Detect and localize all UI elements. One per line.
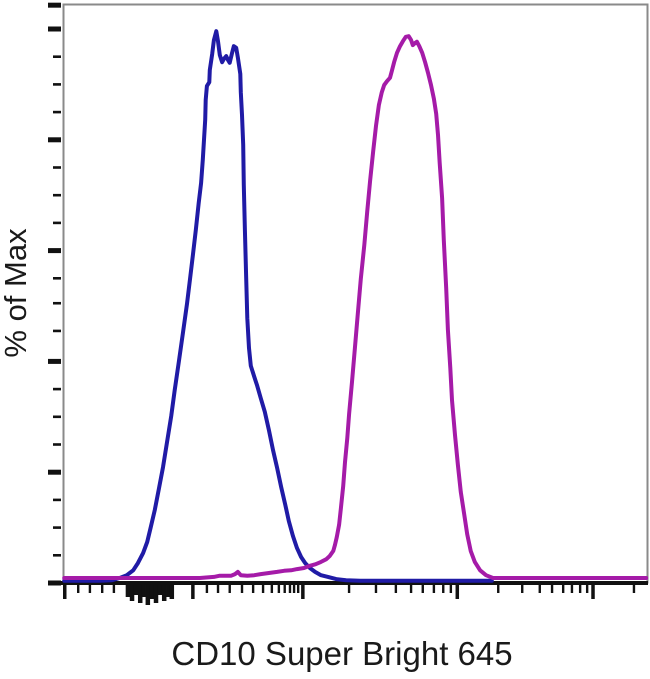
axis-ticks <box>48 2 636 605</box>
histogram-curves <box>62 29 649 583</box>
stained-sample-curve <box>62 34 649 580</box>
negative-control-curve <box>62 29 494 583</box>
plot-frame <box>56 3 649 585</box>
y-axis-label: % of Max <box>0 228 33 358</box>
x-axis-label: CD10 Super Bright 645 <box>171 635 512 672</box>
plot-border <box>62 3 649 584</box>
